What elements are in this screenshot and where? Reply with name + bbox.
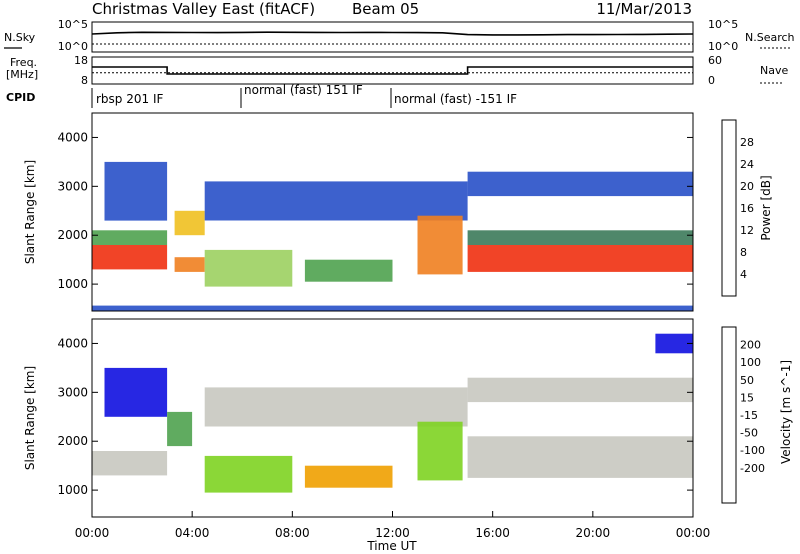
nsky-series-line <box>91 31 694 36</box>
power-y-ticks: 1000 2000 3000 4000 <box>57 130 693 291</box>
power-colorbar-tick-3: 16 <box>740 202 754 215</box>
nsky-tick-bottom-right: 10^0 <box>708 40 738 53</box>
cpid-segment-3: normal (fast) -151 IF <box>394 92 517 106</box>
velocity-region-1 <box>104 367 168 417</box>
power-colorbar-tick-0: 4 <box>740 268 747 281</box>
velocity-region-6 <box>417 421 463 481</box>
power-region-1 <box>92 230 168 245</box>
nave-tick-top: 60 <box>708 54 722 67</box>
velocity-ytick-label-2: 3000 <box>57 385 88 399</box>
xtick-label-1: 04:00 <box>175 526 210 540</box>
velocity-region-3 <box>204 455 293 493</box>
xtick-label-4: 16:00 <box>475 526 510 540</box>
freq-tick-top: 18 <box>74 54 88 67</box>
power-colorbar-tick-1: 8 <box>740 246 747 259</box>
velocity-colorbar-label: Velocity [m s^-1] <box>779 360 793 464</box>
velocity-colorbar-tick-2: 50 <box>740 374 754 387</box>
velocity-colorbar: 200 100 50 15 -15 -50 -100 -200 Velocity [m s^-… <box>721 326 793 504</box>
power-region-0 <box>92 245 168 270</box>
velocity-region-9 <box>655 333 693 354</box>
cpid-label: CPID <box>6 91 35 104</box>
date-label: 11/Mar/2013 <box>596 0 692 18</box>
cpid-segment-2: normal (fast) 151 IF <box>244 83 363 97</box>
velocity-colorbar-tick-0: 200 <box>740 339 761 352</box>
power-ytick-label-2: 3000 <box>57 179 88 193</box>
freq-label-line2: [MHz] <box>6 68 38 81</box>
power-ytick-label-1: 2000 <box>57 228 88 242</box>
velocity-region-2 <box>167 411 193 447</box>
velocity-heatmap-cells <box>92 333 693 493</box>
power-region-9 <box>467 245 693 272</box>
power-region-4 <box>174 210 205 236</box>
velocity-region-8 <box>467 377 693 403</box>
power-region-5 <box>204 249 293 287</box>
nsky-tick-top-right: 10^5 <box>708 18 738 31</box>
power-colorbar-tick-4: 20 <box>740 180 754 193</box>
power-region-7 <box>204 181 468 221</box>
time-axis-label: Time UT <box>366 539 417 553</box>
power-heatmap-cells <box>92 161 693 311</box>
power-y-axis-label: Slant Range [km] <box>23 160 37 264</box>
velocity-region-4 <box>304 465 393 488</box>
freq-panel: Freq. [MHz] 18 8 60 0 Nave <box>6 54 788 87</box>
xtick-label-6: 00:00 <box>676 526 711 540</box>
velocity-y-ticks: 1000 2000 3000 4000 <box>57 336 693 497</box>
power-ytick-label-0: 1000 <box>57 277 88 291</box>
nsky-label: N.Sky <box>4 31 36 44</box>
freq-label-line1: Freq. <box>10 56 37 69</box>
power-colorbar-tick-2: 12 <box>740 224 754 237</box>
nsearch-label: N.Search <box>745 31 795 44</box>
xtick-label-5: 20:00 <box>576 526 611 540</box>
freq-tick-bottom: 8 <box>81 74 88 87</box>
nave-label: Nave <box>760 64 788 77</box>
velocity-colorbar-tick-5: -50 <box>740 427 758 440</box>
station-title: Christmas Valley East (fitACF) <box>92 0 315 18</box>
velocity-colorbar-tick-6: -100 <box>740 444 765 457</box>
velocity-region-7 <box>467 436 693 478</box>
velocity-colorbar-tick-1: 100 <box>740 356 761 369</box>
power-region-3 <box>174 257 205 272</box>
power-region-2 <box>104 161 168 221</box>
cpid-row: CPID rbsp 201 IF normal (fast) 151 IF no… <box>6 83 517 108</box>
time-x-ticks: 00:00 04:00 08:00 12:00 16:00 20:00 00:00 <box>75 511 711 540</box>
power-region-12 <box>92 305 693 311</box>
velocity-colorbar-tick-3: 15 <box>740 391 754 404</box>
velocity-region-5 <box>204 387 468 427</box>
velocity-y-axis-label: Slant Range [km] <box>23 366 37 470</box>
power-region-8 <box>417 215 463 275</box>
velocity-colorbar-tick-7: -200 <box>740 462 765 475</box>
velocity-ytick-label-3: 4000 <box>57 336 88 350</box>
xtick-label-0: 00:00 <box>75 526 110 540</box>
power-colorbar-tick-5: 24 <box>740 158 754 171</box>
power-ytick-label-3: 4000 <box>57 130 88 144</box>
nave-tick-bottom: 0 <box>708 74 715 87</box>
nsky-panel: N.Sky 10^5 10^0 10^5 10^0 N.Search <box>4 18 795 53</box>
beam-label: Beam 05 <box>352 0 419 18</box>
velocity-colorbar-ticks: 200 100 50 15 -15 -50 -100 -200 <box>740 339 765 475</box>
power-region-10 <box>467 230 693 245</box>
nsky-tick-bottom-left: 10^0 <box>58 40 88 53</box>
power-colorbar-ticks: 4 8 12 16 20 24 28 <box>740 136 754 281</box>
power-region-6 <box>304 259 393 282</box>
cpid-segment-1: rbsp 201 IF <box>96 92 163 106</box>
velocity-ytick-label-0: 1000 <box>57 483 88 497</box>
xtick-label-2: 08:00 <box>275 526 310 540</box>
power-panel: 1000 2000 3000 4000 Slant Range [km] <box>23 112 694 312</box>
power-panel-frame <box>91 112 694 312</box>
nsky-tick-top-left: 10^5 <box>58 18 88 31</box>
power-region-11 <box>467 171 693 197</box>
freq-series-line <box>92 66 693 75</box>
velocity-colorbar-tick-4: -15 <box>740 409 758 422</box>
velocity-ytick-label-1: 2000 <box>57 434 88 448</box>
power-colorbar-label: Power [dB] <box>759 175 773 240</box>
power-colorbar-tick-6: 28 <box>740 136 754 149</box>
xtick-label-3: 12:00 <box>375 526 410 540</box>
velocity-region-0 <box>92 451 168 476</box>
power-colorbar: 4 8 12 16 20 24 28 Power [dB] <box>721 119 773 297</box>
